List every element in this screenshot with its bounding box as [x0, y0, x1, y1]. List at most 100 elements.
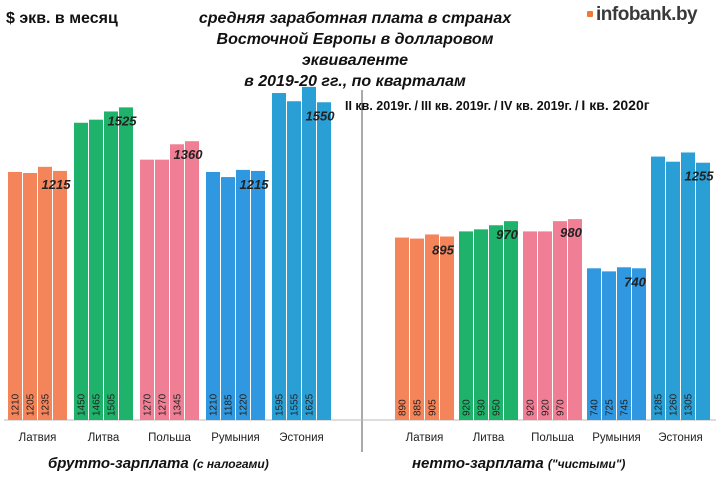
- bar-1-3-1: [602, 271, 616, 420]
- bar-value-label-latest: 980: [560, 225, 582, 240]
- category-label: Польша: [148, 432, 191, 444]
- bar-value-label: 1220: [239, 393, 250, 416]
- bar-0-4-3: [317, 102, 331, 420]
- bar-1-4-1: [666, 161, 680, 420]
- bar-1-2-0: [523, 231, 537, 420]
- category-label: Эстония: [279, 432, 324, 444]
- bar-1-4-3: [696, 162, 710, 420]
- chart-title-line-2: Восточной Европы в долларовом эквивалент…: [216, 31, 494, 69]
- bar-value-label: 920: [462, 399, 473, 416]
- category-label: Румыния: [592, 432, 640, 444]
- bar-value-label: 890: [398, 399, 409, 416]
- bar-value-label-latest: 1215: [42, 177, 72, 192]
- bar-value-label: 1625: [305, 393, 316, 416]
- bar-1-3-0: [587, 268, 601, 420]
- bar-value-label-latest: 1255: [685, 169, 715, 184]
- bar-value-label: 1185: [224, 394, 235, 416]
- bar-0-2-0: [140, 159, 154, 420]
- bar-0-0-1: [23, 172, 37, 420]
- legend-separator: /: [494, 99, 498, 113]
- bar-value-label: 1205: [26, 393, 37, 416]
- bar-1-4-2: [681, 152, 695, 420]
- bar-0-1-2: [104, 111, 118, 420]
- bar-0-3-0: [206, 171, 220, 420]
- bar-0-1-1: [89, 119, 103, 421]
- net-salary-title: нетто-зарплата: [412, 455, 544, 472]
- bar-1-0-1: [410, 238, 424, 420]
- bar-0-1-3: [119, 107, 133, 420]
- bar-value-label: 740: [590, 399, 601, 416]
- bar-value-label: 1285: [654, 393, 665, 416]
- bar-1-0-2: [425, 234, 439, 420]
- bar-value-label: 930: [477, 399, 488, 416]
- legend-item-q3-2019: III кв. 2019г.: [421, 99, 492, 113]
- chart-title-line-3: в 2019-20 гг., по кварталам: [244, 73, 466, 90]
- legend-separator: /: [414, 99, 419, 113]
- bar-value-label: 1505: [107, 393, 118, 416]
- bar-value-label-latest: 970: [496, 227, 518, 242]
- legend-item-q4-2019: IV кв. 2019г.: [500, 99, 572, 113]
- bar-value-label: 1235: [41, 393, 52, 416]
- bar-value-label: 920: [541, 399, 552, 416]
- bar-0-0-2: [38, 166, 52, 420]
- y-axis-label: $ экв. в месяц: [6, 10, 118, 27]
- bar-0-4-2: [302, 86, 316, 420]
- bar-value-label: 1270: [143, 393, 154, 416]
- net-salary-label: нетто-зарплата ("чистыми"): [412, 455, 625, 472]
- bar-1-1-0: [459, 231, 473, 420]
- bar-0-4-1: [287, 101, 301, 420]
- bar-value-label: 745: [620, 399, 631, 416]
- bar-value-label-latest: 740: [624, 274, 646, 289]
- bar-0-1-0: [74, 122, 88, 420]
- bar-0-0-3: [53, 170, 67, 420]
- bar-value-label-latest: 895: [432, 243, 454, 258]
- net-salary-note: ("чистыми"): [547, 457, 626, 471]
- legend-item-q1-2020: I кв. 2020г: [581, 97, 650, 113]
- bar-value-label: 1210: [209, 393, 220, 416]
- bar-value-label: 1595: [275, 393, 286, 416]
- category-label: Латвия: [19, 432, 57, 444]
- bar-1-2-3: [568, 219, 582, 420]
- bar-value-label: 1260: [669, 393, 680, 416]
- gross-salary-note: (с налогами): [192, 457, 269, 471]
- chart-title: средняя заработная плата в странах Восто…: [165, 8, 545, 92]
- logo-mark-icon: [587, 11, 593, 17]
- bar-1-2-1: [538, 231, 552, 420]
- category-label: Латвия: [406, 432, 444, 444]
- bar-1-0-0: [395, 237, 409, 420]
- bar-value-label: 920: [526, 399, 537, 416]
- bar-value-label: 970: [556, 399, 567, 416]
- legend-item-q2-2019: II кв. 2019г.: [345, 99, 412, 113]
- bar-value-label: 905: [428, 399, 439, 416]
- bar-0-2-1: [155, 159, 169, 420]
- bar-0-4-0: [272, 93, 286, 421]
- bar-value-label: 1270: [158, 393, 169, 416]
- bar-value-label-latest: 1360: [174, 147, 204, 162]
- bar-value-label: 725: [605, 399, 616, 416]
- chart-title-line-1: средняя заработная плата в странах: [198, 10, 512, 27]
- category-label: Румыния: [211, 432, 259, 444]
- category-label: Литва: [473, 432, 505, 444]
- bar-value-label-latest: 1215: [240, 177, 270, 192]
- bar-value-label: 1450: [77, 393, 88, 416]
- category-label: Польша: [531, 432, 574, 444]
- bar-value-label: 1210: [11, 393, 22, 416]
- legend-separator: /: [574, 99, 579, 113]
- legend: II кв. 2019г. / III кв. 2019г. / IV кв. 2019…: [345, 97, 650, 113]
- bar-value-label: 1305: [684, 393, 695, 416]
- bar-value-label-latest: 1525: [108, 113, 138, 128]
- bar-1-3-2: [617, 267, 631, 420]
- bar-1-2-2: [553, 221, 567, 420]
- bar-0-2-3: [185, 141, 199, 420]
- bar-1-3-3: [632, 268, 646, 420]
- gross-salary-title: брутто-зарплата: [48, 455, 189, 472]
- infobank-logo: infobank.by: [587, 4, 698, 26]
- category-label: Литва: [88, 432, 120, 444]
- gross-salary-label: брутто-зарплата (с налогами): [48, 455, 269, 472]
- bar-1-1-3: [504, 221, 518, 420]
- bar-1-0-3: [440, 236, 454, 420]
- bar-1-1-2: [489, 225, 503, 420]
- bar-0-2-2: [170, 144, 184, 420]
- bar-value-label: 1555: [290, 393, 301, 416]
